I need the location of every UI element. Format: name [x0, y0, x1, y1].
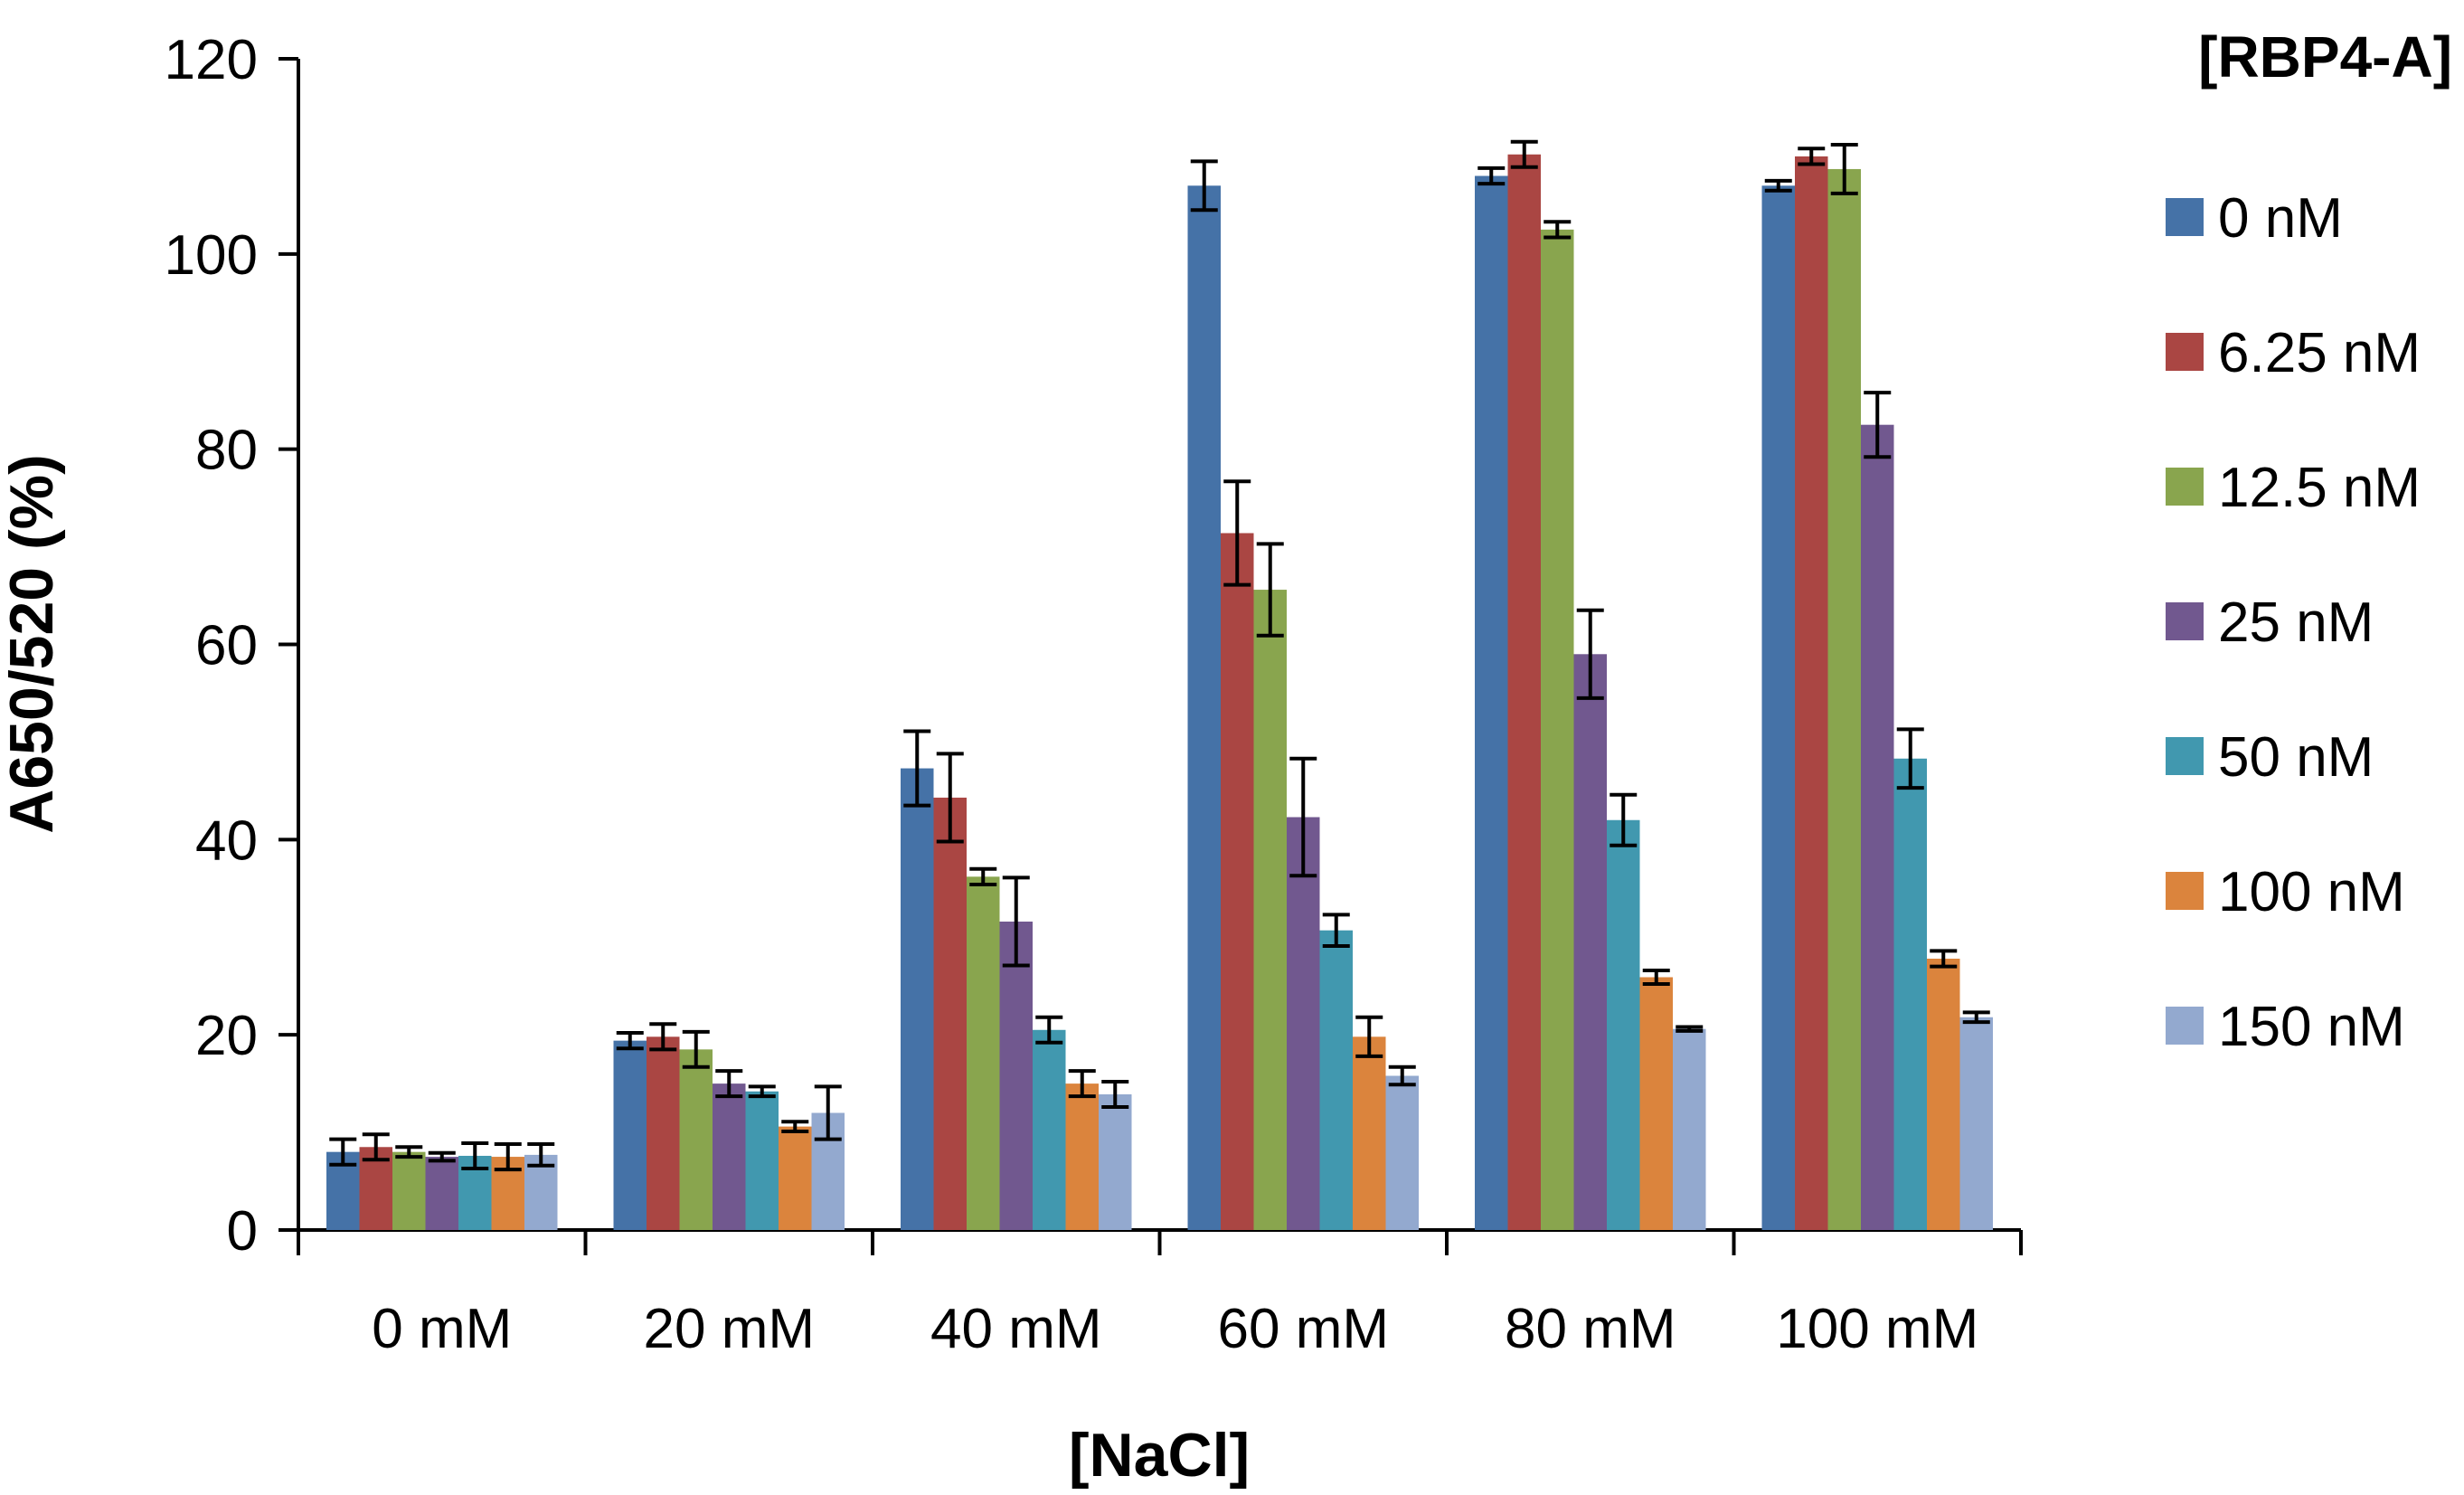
x-tick-label: 100 mM — [1776, 1298, 1978, 1360]
legend-swatch — [2166, 737, 2204, 775]
x-tick-label: 40 mM — [930, 1298, 1101, 1360]
bar — [1893, 758, 1927, 1230]
legend-label: 100 nM — [2218, 861, 2405, 923]
y-tick-label: 0 — [227, 1200, 258, 1263]
bar — [1475, 175, 1508, 1230]
legend-swatch — [2166, 198, 2204, 236]
bar — [713, 1083, 746, 1230]
legend-swatch — [2166, 872, 2204, 910]
y-axis-title: A650/520 (%) — [0, 454, 66, 834]
bar — [1673, 1028, 1706, 1230]
legend-swatch — [2166, 333, 2204, 371]
bar — [1541, 229, 1574, 1231]
bar — [901, 768, 934, 1230]
bar — [1827, 168, 1861, 1231]
bar — [1319, 930, 1353, 1230]
bar — [425, 1157, 458, 1230]
x-tick-label: 0 mM — [372, 1298, 512, 1360]
bar — [679, 1049, 713, 1230]
bar — [1861, 424, 1894, 1230]
legend-swatch — [2166, 468, 2204, 506]
bar — [613, 1040, 647, 1230]
x-tick-label: 60 mM — [1218, 1298, 1389, 1360]
legend-label: 50 nM — [2218, 726, 2374, 789]
bar — [1221, 533, 1254, 1230]
bar — [1253, 590, 1287, 1230]
bar — [1927, 958, 1960, 1230]
bar — [933, 797, 967, 1230]
bar — [779, 1126, 812, 1230]
y-tick-label: 120 — [165, 29, 258, 91]
bar — [647, 1036, 680, 1230]
legend-label: 6.25 nM — [2218, 322, 2421, 384]
bar — [999, 921, 1033, 1230]
legend-label: 25 nM — [2218, 591, 2374, 654]
bar — [1065, 1083, 1099, 1230]
bar — [1795, 156, 1828, 1231]
y-tick-label: 20 — [195, 1005, 258, 1067]
plot-area: 0 20 40 60 80 100 120 0 mM 20 mM 40 mM 60 mM 80 mM 1… — [165, 29, 2023, 1360]
bar — [1187, 185, 1221, 1231]
y-tick-label: 80 — [195, 420, 258, 482]
bar — [1573, 654, 1607, 1230]
bar — [392, 1151, 426, 1230]
bar — [1287, 817, 1320, 1230]
bar — [1099, 1093, 1132, 1230]
bar — [1385, 1075, 1419, 1230]
bar — [1353, 1036, 1386, 1230]
y-tick-label: 60 — [195, 615, 258, 677]
bar — [967, 876, 1000, 1230]
legend-label: 12.5 nM — [2218, 457, 2421, 519]
y-tick-label: 40 — [195, 809, 258, 872]
legend-swatch — [2166, 1007, 2204, 1045]
x-tick-label: 80 mM — [1505, 1298, 1676, 1360]
bar — [1033, 1029, 1066, 1230]
x-axis-title: [NaCl] — [1069, 1421, 1250, 1490]
legend-label: 150 nM — [2218, 996, 2405, 1058]
legend: 0 nM 6.25 nM 12.5 nM 25 nM 50 nM 100 nM 150 nM — [2166, 187, 2421, 1058]
y-tick-label: 100 — [165, 224, 258, 287]
legend-swatch — [2166, 602, 2204, 640]
bar — [1507, 154, 1541, 1231]
bar — [1607, 819, 1640, 1230]
x-tick-label: 20 mM — [644, 1298, 815, 1360]
bar — [1639, 977, 1673, 1230]
bar — [1761, 185, 1795, 1231]
legend-title: [RBP4-A] — [2198, 24, 2452, 90]
bar — [1959, 1017, 1993, 1230]
bar — [745, 1091, 779, 1230]
legend-label: 0 nM — [2218, 187, 2343, 250]
